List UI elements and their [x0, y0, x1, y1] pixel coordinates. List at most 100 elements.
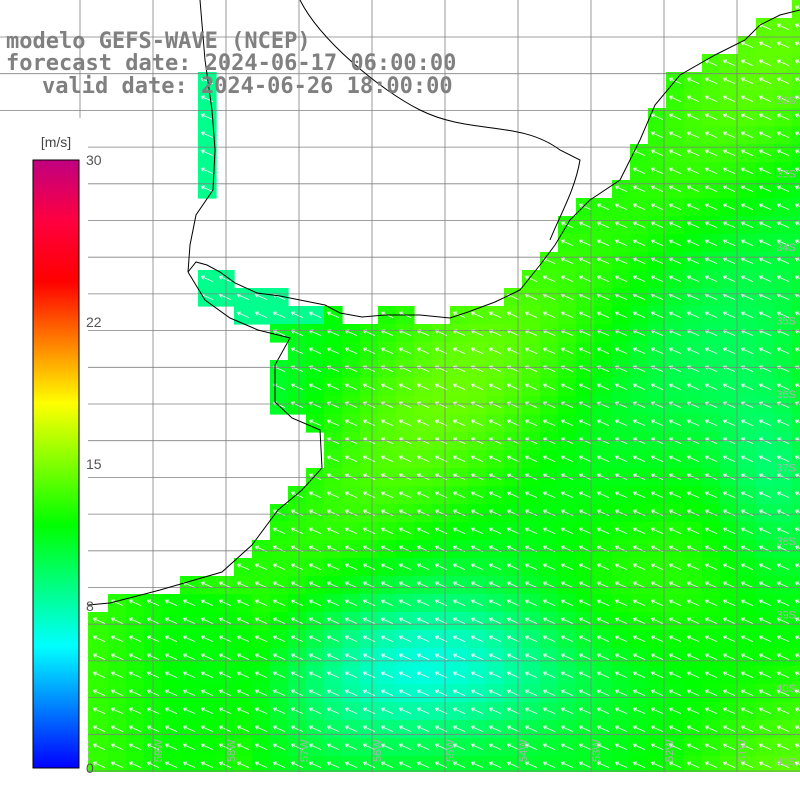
wind-arrow	[668, 311, 682, 319]
wind-arrow	[128, 617, 142, 625]
wind-arrow	[218, 275, 232, 283]
wind-arrow	[218, 707, 232, 715]
wind-arrow	[668, 455, 682, 463]
wind-arrow	[470, 635, 484, 643]
wind-arrow	[794, 455, 800, 460]
wind-arrow	[686, 617, 700, 625]
wind-arrow	[794, 527, 800, 532]
wind-arrow	[722, 149, 736, 157]
wind-arrow	[542, 635, 556, 643]
wind-arrow	[632, 725, 646, 733]
wind-arrow	[758, 653, 772, 661]
wind-arrow	[614, 761, 628, 769]
wind-arrow	[470, 581, 484, 589]
wind-arrow	[632, 599, 646, 607]
wind-arrow	[758, 689, 772, 697]
wind-arrow	[758, 491, 772, 499]
wind-cell	[720, 756, 739, 772]
wind-cell	[324, 756, 343, 772]
wind-arrow	[362, 689, 376, 697]
wind-arrow	[452, 563, 466, 571]
wind-arrow	[308, 653, 322, 661]
wind-cell	[468, 756, 487, 772]
wind-cell	[792, 270, 800, 289]
wind-arrow	[578, 383, 592, 391]
wind-arrow	[200, 185, 214, 193]
wind-arrow	[614, 185, 628, 193]
wind-arrow	[740, 581, 754, 589]
wind-arrow	[560, 581, 574, 589]
wind-arrow	[560, 383, 574, 391]
wind-arrow	[632, 221, 646, 229]
wind-arrow	[182, 689, 196, 697]
wind-arrow	[722, 527, 736, 535]
colorbar-unit: [m/s]	[41, 134, 71, 150]
wind-arrow	[524, 563, 538, 571]
wind-arrow	[272, 743, 286, 751]
wind-arrow	[632, 491, 646, 499]
wind-arrow	[362, 725, 376, 733]
wind-arrow	[254, 563, 268, 571]
wind-cell	[792, 126, 800, 145]
wind-arrow	[686, 239, 700, 247]
wind-arrow	[758, 149, 772, 157]
wind-arrow	[200, 635, 214, 643]
wind-arrow	[722, 635, 736, 643]
wind-arrow	[524, 527, 538, 535]
wind-arrow	[506, 527, 520, 535]
wind-arrow	[578, 275, 592, 283]
wind-arrow	[128, 707, 142, 715]
wind-arrow	[596, 527, 610, 535]
wind-arrow	[254, 671, 268, 679]
wind-arrow	[542, 761, 556, 769]
wind-arrow	[182, 599, 196, 607]
wind-arrow	[488, 383, 502, 391]
wind-cell	[108, 756, 127, 772]
wind-arrow	[488, 455, 502, 463]
wind-arrow	[308, 707, 322, 715]
wind-arrow	[686, 761, 700, 769]
wind-arrow	[794, 41, 800, 46]
wind-arrow	[542, 455, 556, 463]
wind-arrow	[668, 689, 682, 697]
wind-arrow	[722, 671, 736, 679]
wind-arrow	[398, 599, 412, 607]
wind-arrow	[290, 383, 304, 391]
wind-arrow	[596, 689, 610, 697]
wind-arrow	[758, 527, 772, 535]
wind-arrow	[92, 761, 106, 769]
wind-arrow	[776, 455, 790, 463]
wind-arrow	[704, 455, 718, 463]
wind-arrow	[722, 725, 736, 733]
wind-arrow	[578, 563, 592, 571]
wind-arrow	[506, 599, 520, 607]
wind-arrow	[542, 653, 556, 661]
wind-arrow	[362, 491, 376, 499]
wind-arrow	[722, 599, 736, 607]
longitude-label: 53W	[591, 739, 603, 762]
wind-cell	[792, 252, 800, 271]
wind-arrow	[758, 275, 772, 283]
wind-arrow	[614, 635, 628, 643]
wind-arrow	[380, 743, 394, 751]
wind-arrow	[632, 671, 646, 679]
wind-arrow	[92, 707, 106, 715]
wind-arrow	[542, 527, 556, 535]
wind-arrow	[470, 599, 484, 607]
wind-arrow	[794, 131, 800, 136]
wind-arrow	[182, 635, 196, 643]
wind-arrow	[596, 761, 610, 769]
wind-arrow	[794, 617, 800, 622]
wind-arrow	[200, 581, 214, 589]
colorbar-tick-label: 0	[86, 760, 94, 776]
wind-arrow	[668, 275, 682, 283]
wind-arrow	[398, 455, 412, 463]
wind-arrow	[506, 689, 520, 697]
wind-arrow	[776, 689, 790, 697]
wind-arrow	[488, 707, 502, 715]
wind-arrow	[740, 725, 754, 733]
wind-arrow	[524, 311, 538, 319]
wind-arrow	[614, 311, 628, 319]
wind-arrow	[380, 689, 394, 697]
wind-arrow	[344, 509, 358, 517]
